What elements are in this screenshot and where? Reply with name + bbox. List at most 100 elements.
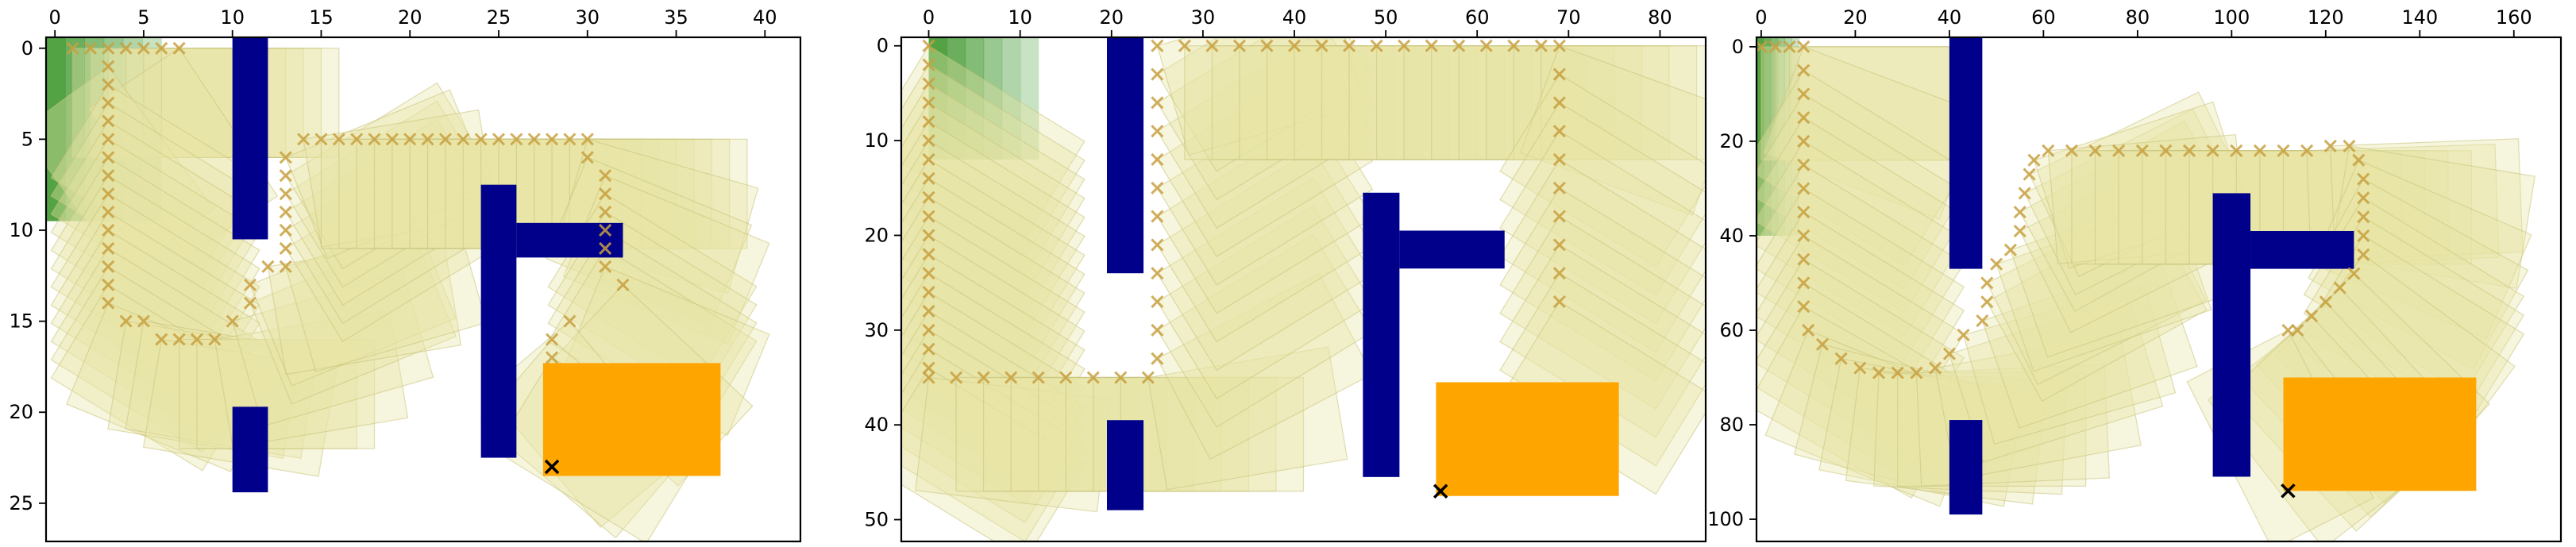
obstacles (1107, 37, 1505, 510)
path-marker (922, 267, 935, 280)
start-strip (65, 37, 86, 221)
path-marker (102, 278, 115, 291)
footprint (1156, 233, 1374, 428)
x-tick-label: 15 (309, 6, 334, 29)
path-marker (102, 96, 115, 110)
target-marker (544, 459, 560, 475)
footprint (901, 196, 1086, 391)
path-marker (1151, 67, 1164, 81)
path-marker (599, 260, 612, 273)
x-tick-label: 40 (1938, 6, 1962, 29)
x-tick-label: 10 (1008, 6, 1032, 29)
obstacle (1363, 192, 1400, 477)
y-tick-label: 50 (864, 509, 889, 531)
y-tick-label: 80 (1719, 414, 1744, 436)
footprint (284, 137, 496, 325)
path-marker (1260, 39, 1274, 52)
path-marker (1287, 39, 1301, 52)
path-marker (350, 133, 364, 146)
footprint (1147, 346, 1348, 491)
y-tick-label: 20 (864, 224, 889, 246)
path-marker (922, 77, 935, 91)
footprint (285, 217, 488, 372)
plot-area (46, 37, 770, 541)
y-tick-label: 0 (21, 37, 33, 60)
path-marker (922, 342, 935, 356)
path-marker (1797, 64, 1811, 77)
start-strip (1001, 37, 1021, 160)
path-marker (279, 187, 292, 201)
path-marker (1151, 295, 1164, 309)
path-marker (1853, 361, 1867, 375)
start-strip (1791, 37, 1799, 236)
path-marker (226, 314, 239, 328)
x-tick-label: 80 (2126, 6, 2150, 29)
footprint (1499, 102, 1706, 296)
path-marker (102, 187, 115, 201)
path-marker (279, 151, 292, 164)
footprint (901, 159, 1086, 353)
path-marker (1151, 125, 1164, 138)
path-marker (2027, 153, 2041, 167)
path-marker (1552, 96, 1566, 110)
path-marker (1398, 39, 1411, 52)
footprint (1760, 46, 1950, 161)
path-marker (1980, 295, 1994, 309)
y-tick-label: 20 (9, 401, 33, 423)
x-tick-label: 100 (2213, 6, 2250, 29)
path-marker (368, 133, 381, 146)
footprint (1757, 211, 1965, 408)
footprint (1156, 37, 1365, 156)
footprint (284, 100, 496, 288)
path-marker (563, 314, 577, 328)
path-marker (1910, 366, 1923, 379)
footprint (1156, 37, 1374, 229)
path-marker (385, 133, 399, 146)
path-marker (922, 171, 935, 185)
y-tick-label: 30 (864, 319, 889, 341)
footprint (50, 193, 260, 381)
start-strip (947, 37, 966, 160)
path-marker (922, 115, 935, 129)
path-marker (102, 78, 115, 91)
x-tick-label: 5 (137, 6, 149, 29)
path-marker (922, 191, 935, 204)
footprint (50, 266, 260, 453)
path-marker (922, 229, 935, 242)
footprint (1211, 45, 1396, 160)
footprint (1156, 120, 1374, 314)
path-marker (922, 39, 935, 52)
y-axis: 0 20 40 60 80 100 (1707, 36, 1757, 530)
path-marker (1942, 347, 1956, 360)
x-axis: 0 20 40 60 80 100 120 140 160 (1755, 6, 2532, 37)
path-marker (2088, 144, 2102, 157)
path-marker (119, 314, 133, 328)
path-marker (1552, 267, 1566, 280)
footprint (901, 121, 1086, 315)
path-marker (2347, 267, 2361, 280)
path-marker (545, 351, 559, 364)
goal-region (2283, 377, 2477, 491)
path-marker (599, 223, 612, 237)
path-marker (102, 206, 115, 219)
path-marker (1151, 267, 1164, 280)
footprint (1757, 117, 1965, 314)
footprint (1499, 130, 1706, 325)
y-axis: 0 5 10 15 20 25 (9, 37, 46, 514)
footprint (284, 118, 496, 306)
path-marker (155, 41, 168, 55)
x-tick-label: 20 (398, 6, 422, 29)
path-marker (1757, 40, 1768, 53)
path-marker (922, 58, 935, 71)
path-marker (314, 133, 328, 146)
footprint (901, 291, 1086, 486)
path-marker (1783, 40, 1796, 53)
start-region (1757, 37, 1799, 236)
path-marker (208, 333, 222, 346)
path-marker (2357, 191, 2370, 205)
obstacle (1107, 420, 1144, 510)
path-marker (1797, 87, 1811, 101)
path-marker (922, 371, 935, 384)
footprint (1986, 198, 2207, 385)
plot-area (901, 37, 1706, 541)
